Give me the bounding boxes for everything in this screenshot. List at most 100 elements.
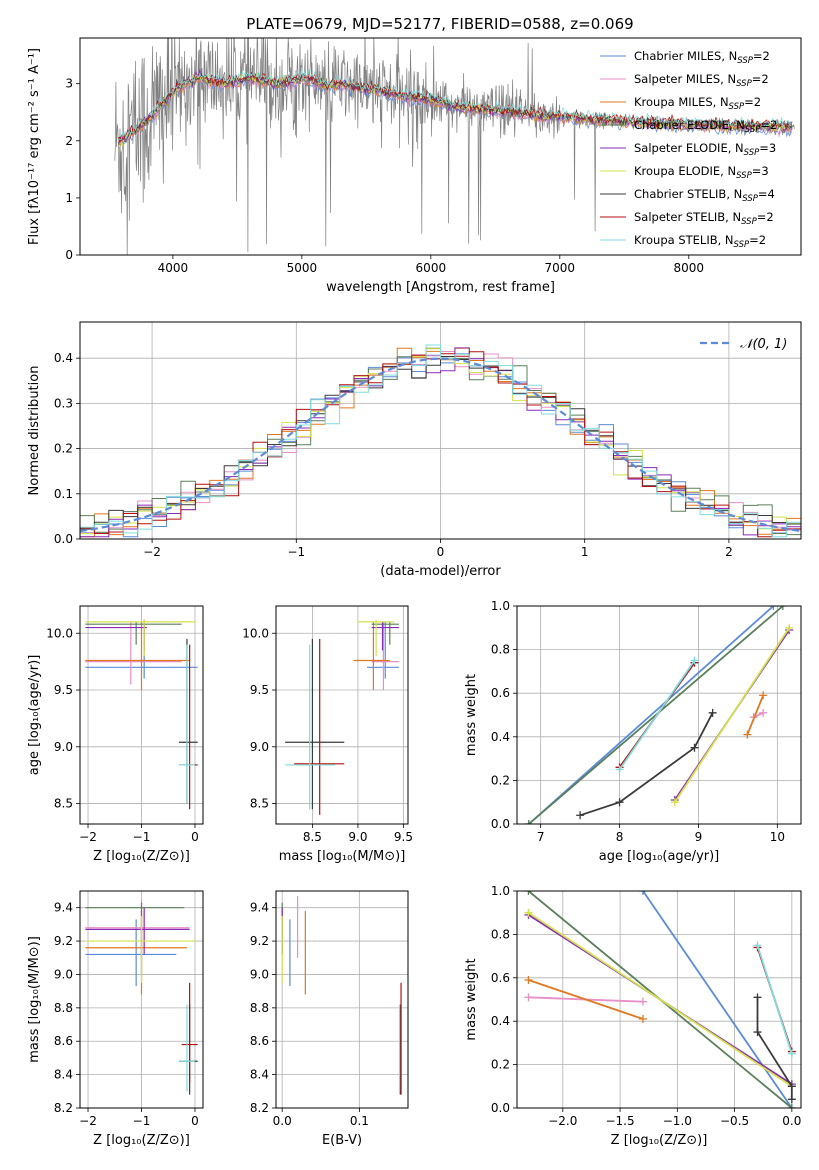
legend-entry-sub: SSP: [745, 125, 761, 135]
ticks: −2.0 −1.5 −1.0 −0.5 0.0 0.0 0.2 0.4 0.6 0.8 1.0: [491, 884, 801, 1128]
legend-entry-text: Chabrier MILES, N: [634, 49, 737, 63]
legend-entry-text: Kroupa ELODIE, N: [634, 164, 736, 178]
errorbar-point: [294, 638, 345, 815]
axes-frame: [516, 605, 802, 825]
y-tick-label: 9.2: [54, 934, 73, 948]
model-spectrum-line: [118, 68, 793, 141]
weight-point-marker: [524, 820, 533, 824]
axes-frame: [79, 890, 204, 1109]
x-tick-label: −0.5: [720, 1114, 749, 1128]
x-axis-label: Z [log₁₀(Z/Z⊙)]: [93, 1133, 190, 1148]
weight-point-marker: [785, 623, 794, 632]
x-axis-label: wavelength [Angstrom, rest frame]: [326, 280, 555, 295]
plot-area: [524, 606, 794, 824]
legend-entry-sub: SSP: [729, 102, 745, 112]
y-tick-label: 9.0: [54, 967, 73, 981]
legend-entry: Kroupa ELODIE, NSSP=3: [634, 164, 769, 181]
ticks: 8.5 9.0 9.5 8.5 9.0 9.5 10.0: [242, 626, 413, 844]
y-axis-label: mass [log₁₀(M/M⊙)]: [27, 936, 42, 1063]
weight-point-marker: [753, 1028, 762, 1037]
x-axis-label: Z [log₁₀(Z/Z⊙)]: [93, 849, 190, 864]
x-tick-label: 9.0: [348, 830, 367, 844]
x-tick-label: −1: [133, 830, 151, 844]
x-axis-label: age [log₁₀(age/yr)]: [599, 849, 720, 864]
weight-point-marker: [753, 993, 762, 1002]
errorbar-point: [178, 1004, 195, 1092]
spectrum-panel: 4000 5000 6000 7000 8000 0 1 2 3 wavelength [Angs…: [27, 37, 802, 295]
weight-point-marker: [524, 891, 533, 895]
legend-entry-sub: SSP: [734, 240, 750, 250]
legend-entry: Kroupa MILES, NSSP=2: [634, 95, 761, 112]
legend-entry-text: Kroupa STELIB, N: [634, 233, 734, 247]
x-tick-label: −2: [143, 545, 161, 559]
residuals-panel: −2 −1 0 1 2 0.0 0.1 0.2 0.3 0.4 (data-model)/error…: [27, 321, 802, 579]
errorbar-point: [85, 619, 195, 656]
y-tick-label: 1.0: [491, 884, 510, 898]
y-tick-label: 9.0: [250, 967, 269, 981]
y-tick-label: 8.8: [250, 1001, 269, 1015]
legend-entry-tail: =3: [752, 164, 769, 178]
y-tick-label: 8.8: [54, 1001, 73, 1015]
y-tick-label: 3: [65, 77, 73, 91]
weight-point-marker: [690, 743, 699, 752]
legend-entry-text: Chabrier ELODIE, N: [634, 118, 745, 132]
x-tick-label: 8000: [674, 261, 705, 275]
weight-point-marker: [769, 606, 778, 610]
weight-point-marker: [753, 941, 762, 950]
legend-entry-text: Salpeter ELODIE, N: [634, 141, 744, 155]
y-tick-label: 8.4: [250, 1068, 269, 1082]
y-tick-label: 9.0: [250, 740, 269, 754]
y-tick-label: 0.8: [491, 927, 510, 941]
weight-point-marker: [787, 1082, 796, 1091]
x-tick-label: 9.5: [394, 830, 413, 844]
weight-point-marker: [787, 1049, 796, 1058]
y-tick-label: 0.0: [491, 1101, 510, 1115]
weight-point-marker: [638, 997, 647, 1006]
x-tick-label: 10: [770, 830, 785, 844]
y-axis-label: mass weight: [464, 674, 479, 756]
x-tick-label: 1: [581, 545, 589, 559]
weight-point-marker: [615, 765, 624, 774]
legend-entry-text: Salpeter MILES, N: [634, 72, 736, 86]
plot-area: [85, 619, 198, 810]
weight-point-marker: [690, 656, 699, 665]
y-tick-label: 10.0: [46, 626, 73, 640]
x-tick-label: −2.0: [548, 1114, 577, 1128]
errorbar-point: [85, 916, 195, 983]
errorbar-point: [181, 982, 198, 1083]
legend-entry-tail: =2: [744, 95, 761, 109]
y-tick-label: 9.2: [250, 934, 269, 948]
legend-entry-text: Chabrier STELIB, N: [634, 187, 742, 201]
weight-point-marker: [576, 811, 585, 820]
weight-point-marker: [638, 891, 647, 895]
legend-entry-tail: =2: [753, 49, 770, 63]
y-axis-label: mass weight: [464, 958, 479, 1040]
y-tick-label: 0.3: [54, 396, 73, 410]
legend-entry-text: Kroupa MILES, N: [634, 95, 729, 109]
errorbar-point: [85, 907, 190, 955]
y-tick-label: 0.4: [491, 730, 510, 744]
y-tick-label: 0: [65, 248, 73, 262]
y-tick-label: 9.5: [250, 683, 269, 697]
y-tick-label: 0.4: [491, 1014, 510, 1028]
legend-entry-sub: SSP: [741, 217, 757, 227]
legend-entry-tail: =3: [759, 141, 776, 155]
mass-vs-ebv-panel: 0.0 0.1 8.2 8.4 8.6 8.8 9.0 9.2 9.4 E(B-V): [250, 890, 409, 1148]
weight-point-marker: [524, 993, 533, 1002]
ticks: 0.0 0.1 8.2 8.4 8.6 8.8 9.0 9.2 9.4: [250, 901, 369, 1128]
plot-area: [80, 344, 801, 538]
y-tick-label: 8.5: [250, 797, 269, 811]
y-tick-label: 1: [65, 191, 73, 205]
weight-series-line: [642, 891, 793, 1108]
weight-point-marker: [787, 1095, 796, 1104]
weight-series-line: [528, 606, 774, 824]
x-tick-label: 7: [537, 830, 545, 844]
axes-frame: [79, 605, 204, 825]
axes-frame: [516, 890, 802, 1109]
legend-entry-sub: SSP: [744, 148, 760, 158]
ticks: 7 8 9 10 0.0 0.2 0.4 0.6 0.8 1.0: [491, 599, 785, 844]
y-tick-label: 0.4: [54, 351, 73, 365]
x-tick-label: −1.0: [663, 1114, 692, 1128]
legend-entry: Chabrier STELIB, NSSP=4: [634, 187, 775, 204]
